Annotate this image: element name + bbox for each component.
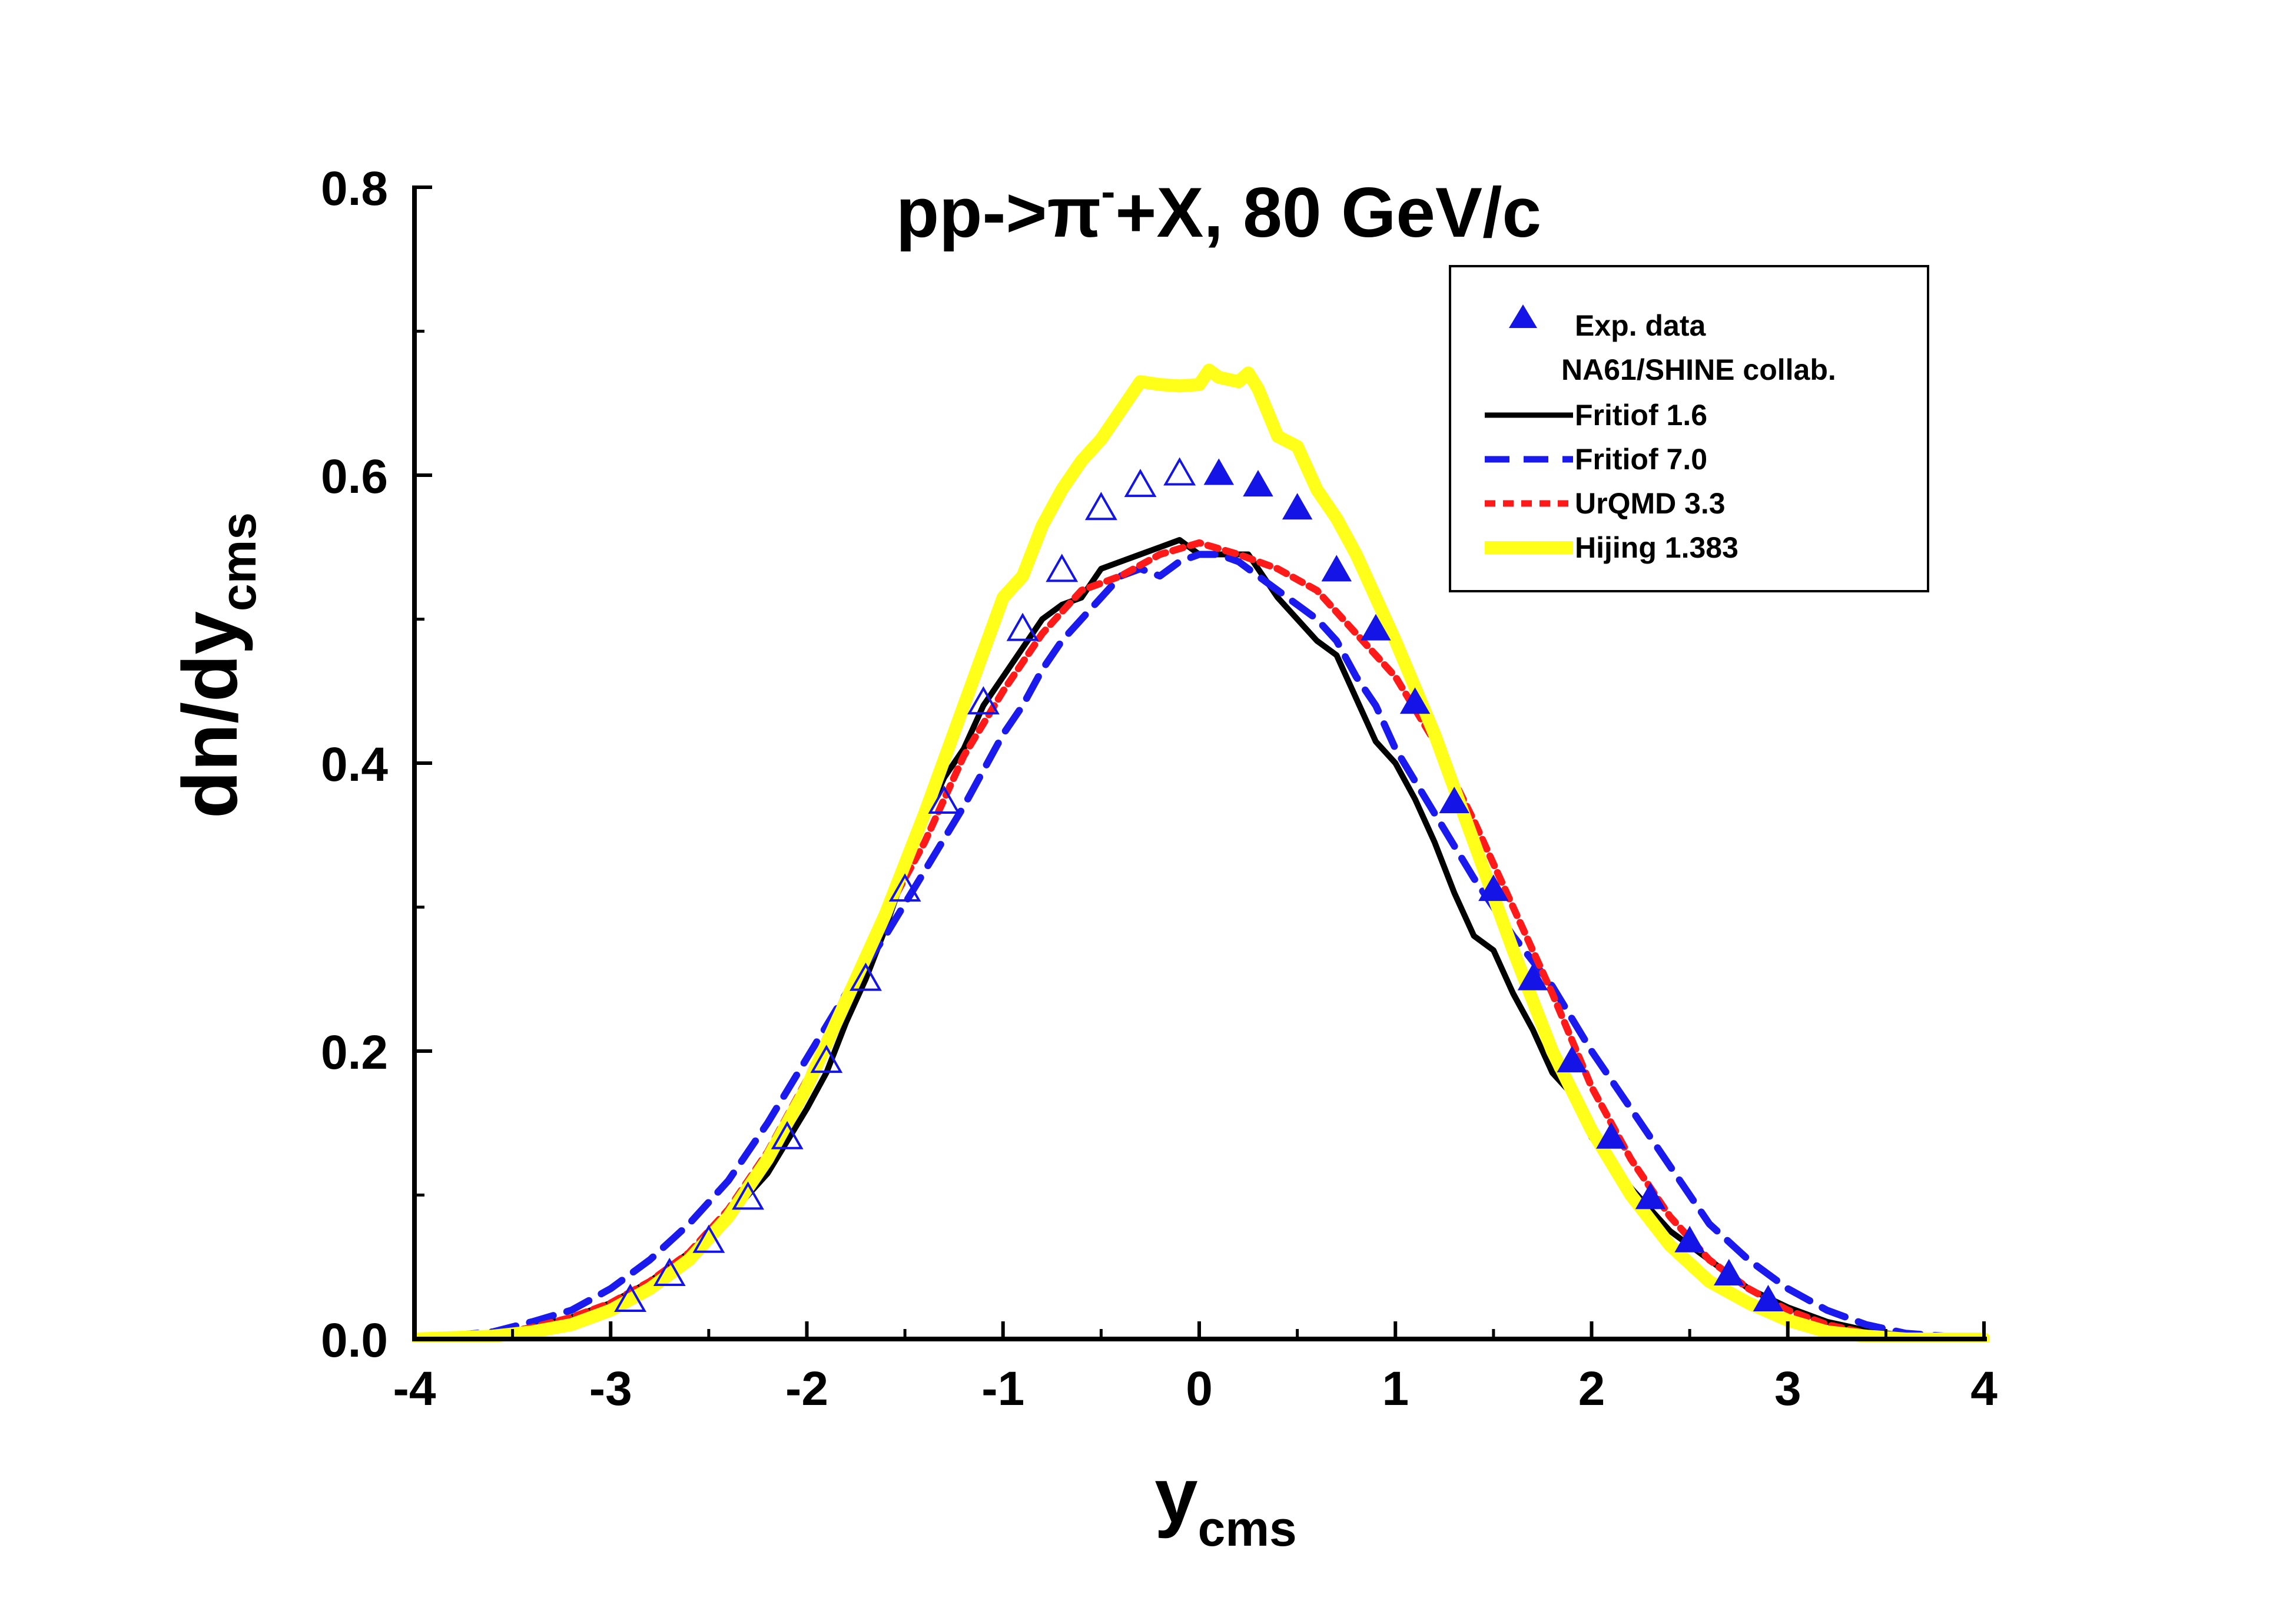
exp-point-open	[1124, 469, 1157, 498]
legend-label-exp-data: Exp. data	[1575, 309, 1706, 342]
exp-point-filled	[1321, 555, 1352, 582]
y-tick-label: 0.2	[321, 1026, 388, 1079]
x-tick-label: -3	[589, 1362, 632, 1416]
x-tick-label: 3	[1774, 1362, 1801, 1416]
exp-point-open	[692, 1224, 725, 1253]
series-line-fritiof16	[412, 537, 1987, 1342]
title-superscript: -	[1101, 168, 1115, 216]
y-axis-label-sub: cms	[211, 512, 266, 611]
y-tick-label: 0.8	[321, 162, 388, 216]
title-particle: π	[1047, 173, 1101, 252]
exp-point-filled	[1635, 1182, 1666, 1209]
exp-point-filled	[1282, 493, 1313, 520]
exp-point-filled	[1557, 1046, 1587, 1073]
y-tick-label: 0.4	[321, 738, 388, 791]
legend-label-urqmd33: UrQMD 3.3	[1575, 487, 1726, 520]
chart-title: pp->π-+X, 80 GeV/c	[896, 168, 1541, 252]
exp-point-open	[888, 873, 921, 902]
exp-point-open	[1084, 492, 1117, 521]
y-tick-label: 0.0	[321, 1314, 388, 1367]
x-tick-label: 4	[1970, 1362, 1998, 1416]
exp-point-open	[967, 686, 1000, 715]
x-tick-label: -2	[785, 1362, 828, 1416]
x-axis-label-main: y	[1154, 1452, 1197, 1539]
exp-point-filled	[1203, 458, 1235, 485]
y-axis-label: dn/dycms	[167, 512, 266, 818]
legend-marker-exp-data	[1509, 304, 1537, 328]
exp-point-open	[614, 1283, 647, 1312]
x-tick-label: 0	[1186, 1362, 1213, 1416]
exp-point-open	[732, 1181, 764, 1210]
ticks: -4 -3 -2 -1 0 1 2 3 4 0.0 0.2 0.4 0.6 0.8	[321, 162, 1998, 1416]
exp-point-filled	[1361, 614, 1391, 641]
exp-point-filled	[1753, 1284, 1784, 1311]
exp-point-filled	[1596, 1122, 1627, 1149]
exp-point-open	[928, 785, 961, 814]
x-tick-label: -1	[981, 1362, 1024, 1416]
exp-point-filled	[1399, 687, 1431, 714]
exp-point-filled	[1674, 1225, 1705, 1252]
exp-point-filled	[1517, 963, 1548, 990]
exp-point-filled	[1439, 786, 1469, 814]
exp-point-open	[1046, 554, 1079, 582]
exp-point-open	[1163, 457, 1196, 486]
x-tick-label: 1	[1382, 1362, 1409, 1416]
series-line-fritiof70	[412, 551, 1988, 1343]
exp-point-filled	[1478, 874, 1509, 902]
exp-point-open	[850, 962, 882, 991]
title-suffix: +X, 80 GeV/c	[1115, 173, 1541, 252]
x-tick-label: 2	[1578, 1362, 1605, 1416]
exp-point-open	[810, 1045, 843, 1073]
x-axis-label-sub: cms	[1198, 1501, 1297, 1556]
title-prefix: pp->	[896, 173, 1047, 252]
exp-point-filled	[1243, 470, 1273, 497]
exp-point-open	[771, 1121, 804, 1149]
legend: Exp. data NA61/SHINE collab. Fritiof 1.6…	[1449, 265, 1929, 592]
y-tick-label: 0.6	[321, 450, 388, 503]
legend-label-hijing: Hijing 1.383	[1575, 531, 1738, 564]
legend-label-fritiof16: Fritiof 1.6	[1575, 399, 1707, 432]
experimental-points	[614, 457, 1784, 1312]
legend-label-collab: NA61/SHINE collab.	[1561, 353, 1836, 386]
svg-text:dn/dycms: dn/dycms	[167, 512, 266, 818]
exp-point-open	[1006, 612, 1039, 641]
x-tick-label: -4	[393, 1362, 436, 1416]
y-axis-label-main: dn/dy	[167, 611, 253, 818]
exp-point-open	[653, 1257, 686, 1286]
series-line-urqmd33	[412, 539, 1988, 1343]
x-axis-label: ycms	[1154, 1452, 1297, 1556]
exp-point-filled	[1714, 1258, 1744, 1285]
legend-label-fritiof70: Fritiof 7.0	[1575, 443, 1707, 476]
